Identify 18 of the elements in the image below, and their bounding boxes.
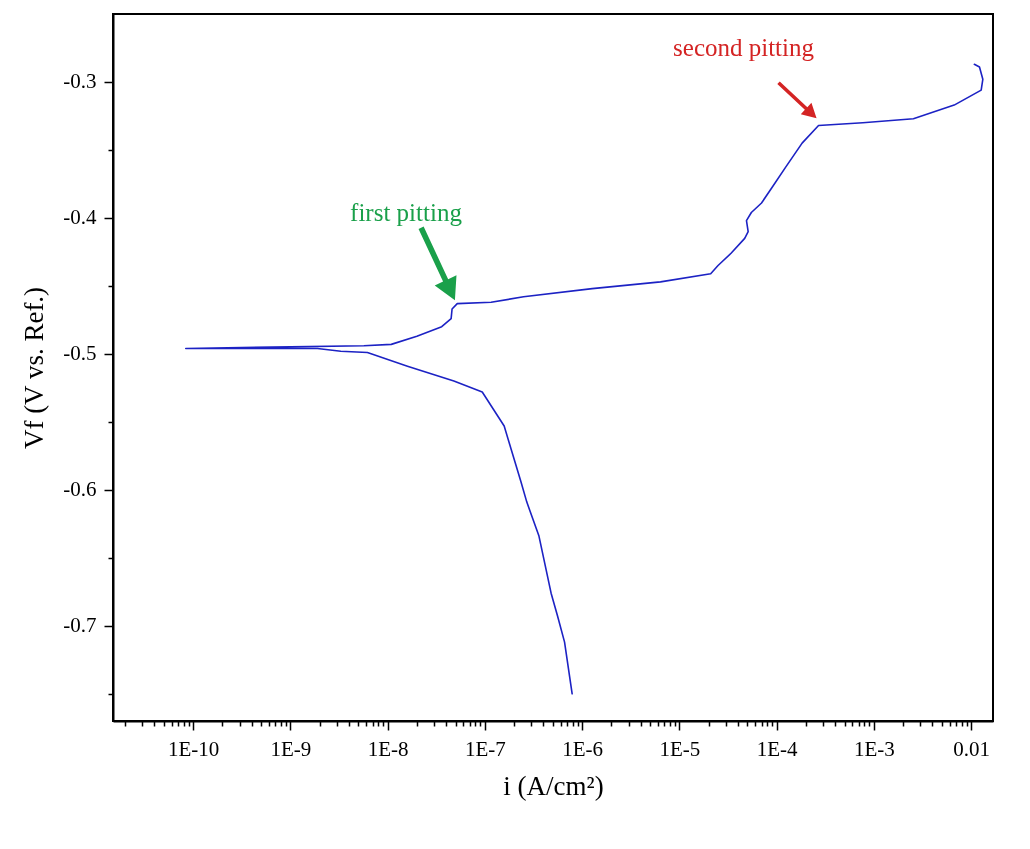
x-tick-label: 1E-6: [562, 736, 604, 761]
annotation: first pitting: [350, 199, 463, 226]
x-tick-label: 1E-7: [464, 736, 506, 761]
y-tick-label: -0.5: [63, 341, 97, 366]
x-tick-label: 0.01: [953, 736, 990, 761]
y-axis-title: Vf (V vs. Ref.): [19, 286, 50, 450]
annotation: second pitting: [673, 34, 815, 62]
x-tick-label: 1E-9: [270, 736, 312, 761]
x-tick-label: 1E-8: [367, 736, 409, 761]
y-tick-label: -0.6: [63, 477, 97, 502]
y-tick-label: -0.4: [63, 205, 97, 230]
x-tick-label: 1E-10: [167, 736, 220, 761]
x-tick-label: 1E-3: [853, 736, 895, 761]
y-tick-label: -0.3: [63, 69, 97, 94]
x-tick-label: 1E-4: [756, 736, 798, 761]
x-axis-title: i (A/cm²): [503, 770, 604, 801]
x-tick-label: 1E-5: [659, 736, 701, 761]
y-tick-label: -0.7: [63, 613, 97, 638]
